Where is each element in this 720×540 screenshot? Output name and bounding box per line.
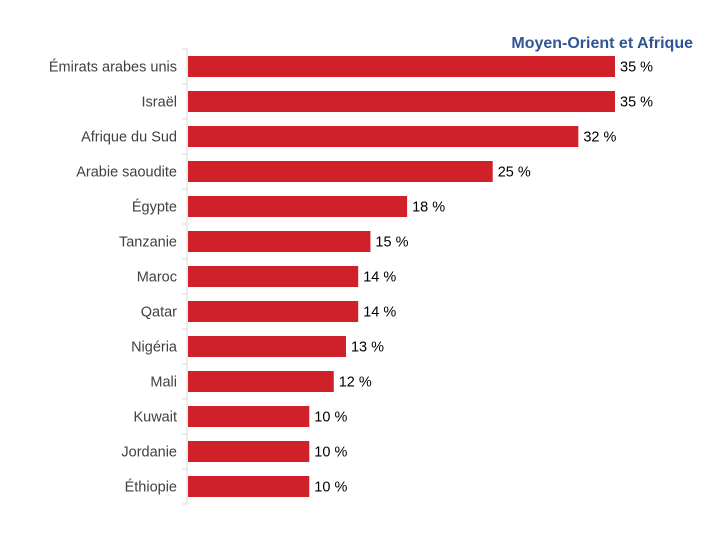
- category-label: Éthiopie: [125, 479, 177, 496]
- category-label: Maroc: [137, 270, 177, 286]
- category-label: Qatar: [141, 305, 177, 321]
- data-label: 13 %: [351, 340, 384, 356]
- data-label: 10 %: [314, 480, 347, 496]
- data-label: 35 %: [620, 60, 653, 76]
- data-label: 14 %: [363, 270, 396, 286]
- bar: [188, 371, 334, 392]
- category-label: Émirats arabes unis: [49, 59, 177, 76]
- data-label: 14 %: [363, 305, 396, 321]
- data-label: 25 %: [498, 165, 531, 181]
- data-label: 12 %: [339, 375, 372, 391]
- bar: [188, 91, 615, 112]
- bar: [188, 266, 359, 287]
- bar: [188, 336, 346, 357]
- category-label: Afrique du Sud: [81, 130, 177, 146]
- bar: [188, 441, 310, 462]
- bars: 35 % 35 % 32 % 25 % 18 % 15 % 14 % 14 % 13 % 12 %…: [188, 56, 653, 497]
- bar: [188, 406, 310, 427]
- category-label: Mali: [150, 375, 177, 391]
- chart-title: Moyen-Orient et Afrique: [511, 35, 693, 52]
- data-label: 15 %: [375, 235, 408, 251]
- bar: [188, 231, 371, 252]
- category-label: Égypte: [132, 199, 177, 216]
- bar: [188, 301, 359, 322]
- category-label: Nigéria: [131, 340, 178, 356]
- data-label: 10 %: [314, 410, 347, 426]
- category-label: Kuwait: [133, 410, 177, 426]
- data-label: 18 %: [412, 200, 445, 216]
- bar: [188, 161, 493, 182]
- category-label: Israël: [142, 95, 177, 111]
- category-label: Arabie saoudite: [76, 165, 177, 181]
- bar: [188, 56, 615, 77]
- category-label: Jordanie: [121, 445, 177, 461]
- data-label: 10 %: [314, 445, 347, 461]
- bar: [188, 196, 408, 217]
- bar: [188, 126, 579, 147]
- y-axis: Émirats arabes unis Israël Afrique du Sud A…: [49, 48, 188, 505]
- data-label: 35 %: [620, 95, 653, 111]
- data-label: 32 %: [583, 130, 616, 146]
- bar: [188, 476, 310, 497]
- category-label: Tanzanie: [119, 235, 177, 251]
